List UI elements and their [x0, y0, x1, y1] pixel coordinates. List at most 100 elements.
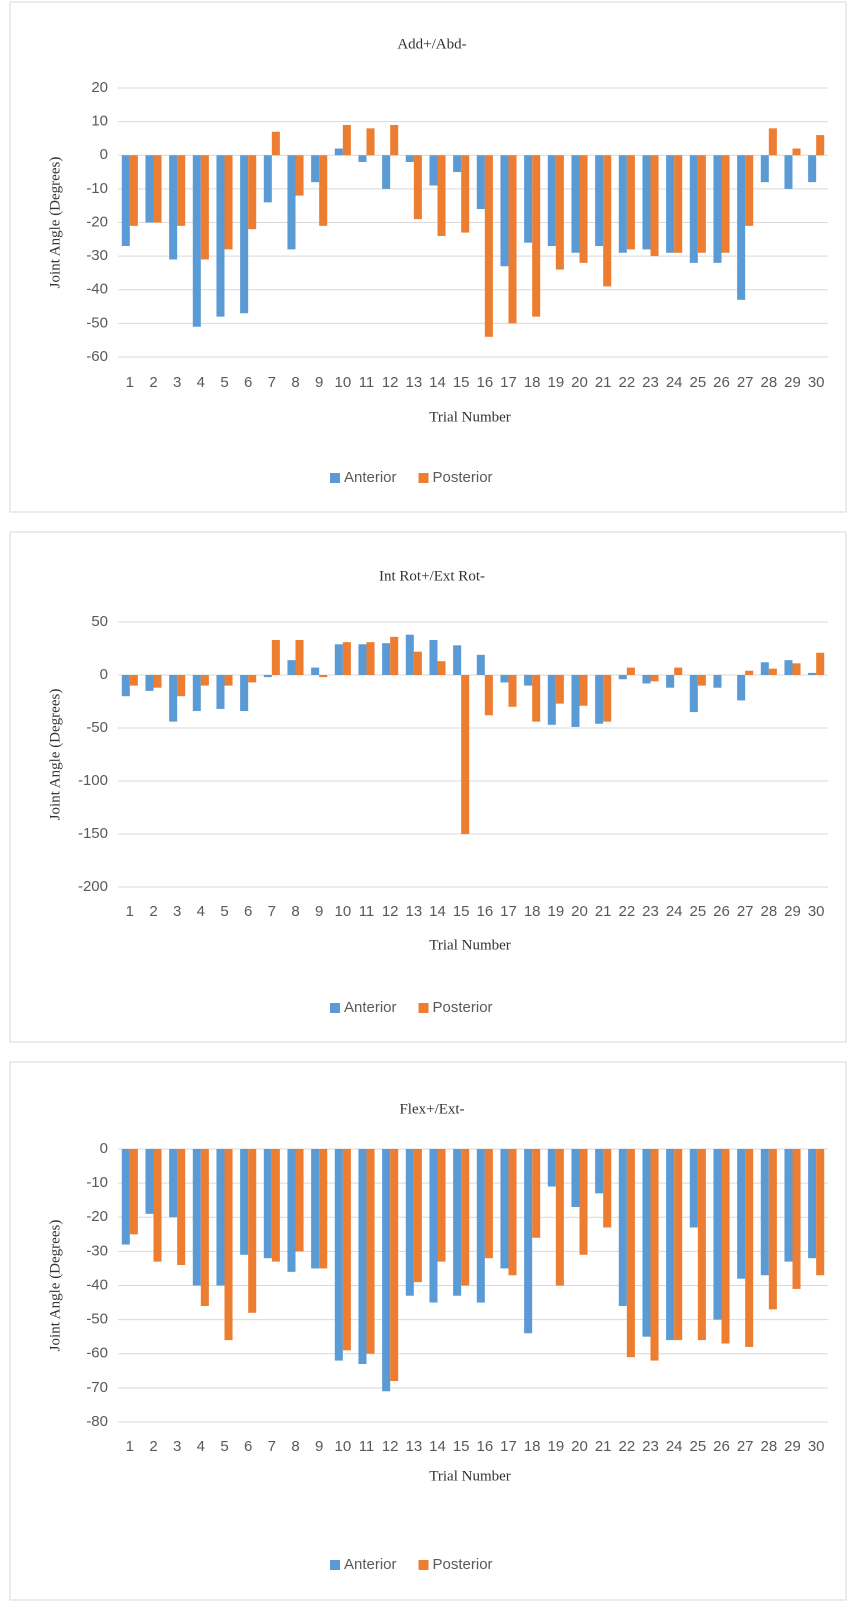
x-tick-label: 2 — [149, 374, 157, 391]
bar — [768, 1149, 777, 1310]
x-tick-label: 1 — [126, 903, 134, 920]
bar — [626, 1149, 635, 1358]
bar — [240, 155, 249, 314]
bar — [453, 1149, 462, 1296]
x-tick-label: 3 — [173, 903, 181, 920]
x-tick-label: 13 — [405, 903, 422, 920]
bar — [382, 643, 391, 675]
bar — [650, 1149, 659, 1361]
bar — [571, 675, 580, 727]
bar — [595, 1149, 604, 1194]
x-tick-label: 14 — [429, 1438, 446, 1455]
bar — [366, 642, 375, 675]
bar — [405, 1149, 414, 1296]
x-tick-label: 29 — [784, 1438, 801, 1455]
bar — [224, 155, 233, 250]
x-tick-label: 20 — [571, 903, 588, 920]
x-tick-label: 2 — [149, 903, 157, 920]
bar — [334, 148, 343, 156]
x-tick-label: 17 — [500, 1438, 517, 1455]
bar — [603, 675, 612, 722]
legend-label: Posterior — [433, 469, 493, 486]
bar — [484, 675, 493, 716]
x-tick-label: 2 — [149, 1438, 157, 1455]
bar — [295, 640, 304, 675]
x-tick-label: 26 — [713, 374, 730, 391]
bar — [508, 155, 517, 324]
bar — [508, 675, 517, 707]
bar — [287, 660, 296, 675]
bar — [674, 155, 683, 253]
bar — [571, 155, 580, 253]
bar — [768, 128, 777, 156]
chart-panel — [9, 1, 847, 513]
bar — [453, 155, 462, 173]
x-tick-label: 8 — [291, 903, 299, 920]
legend-swatch — [418, 1003, 429, 1013]
y-tick-label: -50 — [86, 719, 108, 736]
legend-label: Anterior — [344, 999, 397, 1016]
bar — [342, 642, 351, 675]
bar — [129, 675, 138, 686]
x-tick-label: 1 — [126, 374, 134, 391]
x-tick-label: 22 — [618, 374, 635, 391]
bar — [248, 1149, 257, 1313]
x-tick-label: 15 — [453, 374, 470, 391]
bar — [618, 1149, 627, 1306]
bar — [319, 675, 328, 678]
x-tick-label: 7 — [268, 1438, 276, 1455]
bar — [642, 1149, 651, 1337]
chart-title: Add+/Abd- — [397, 36, 466, 52]
bar — [674, 1149, 683, 1341]
y-tick-label: -30 — [86, 1242, 108, 1259]
x-tick-label: 25 — [689, 1438, 706, 1455]
bar — [555, 675, 564, 704]
bar — [737, 675, 746, 701]
y-tick-label: 10 — [91, 113, 108, 130]
legend-swatch — [330, 1560, 340, 1570]
x-tick-label: 23 — [642, 1438, 659, 1455]
bar — [760, 662, 769, 675]
bar — [547, 675, 556, 725]
x-tick-label: 11 — [359, 903, 375, 920]
x-tick-label: 9 — [315, 374, 323, 391]
bar — [216, 675, 225, 709]
bar — [689, 1149, 698, 1228]
bar — [674, 667, 683, 675]
y-tick-label: -40 — [86, 281, 108, 298]
bar — [745, 670, 754, 675]
bar — [618, 675, 627, 680]
bar — [579, 675, 588, 706]
bar — [555, 1149, 564, 1286]
bar — [745, 1149, 754, 1347]
x-tick-label: 26 — [713, 903, 730, 920]
x-tick-label: 26 — [713, 1438, 730, 1455]
x-tick-label: 18 — [524, 903, 541, 920]
bar — [484, 155, 493, 337]
bar — [192, 155, 201, 327]
bar — [816, 135, 825, 156]
bar — [500, 1149, 509, 1269]
bar — [358, 644, 367, 675]
x-tick-label: 18 — [524, 1438, 541, 1455]
x-tick-label: 15 — [453, 903, 470, 920]
bar — [532, 675, 541, 722]
bar — [579, 155, 588, 263]
x-tick-label: 4 — [197, 374, 205, 391]
bar — [595, 675, 604, 724]
x-tick-label: 22 — [618, 1438, 635, 1455]
legend-swatch — [330, 473, 340, 483]
bar — [334, 644, 343, 675]
bar — [532, 155, 541, 317]
bar — [153, 675, 162, 688]
bar — [216, 1149, 225, 1286]
x-tick-label: 5 — [220, 903, 228, 920]
bar — [792, 663, 801, 675]
bar — [413, 1149, 422, 1283]
bar — [666, 155, 675, 253]
x-tick-label: 28 — [760, 1438, 777, 1455]
y-tick-label: -40 — [86, 1276, 108, 1293]
bar — [524, 155, 533, 243]
bar — [248, 155, 257, 230]
